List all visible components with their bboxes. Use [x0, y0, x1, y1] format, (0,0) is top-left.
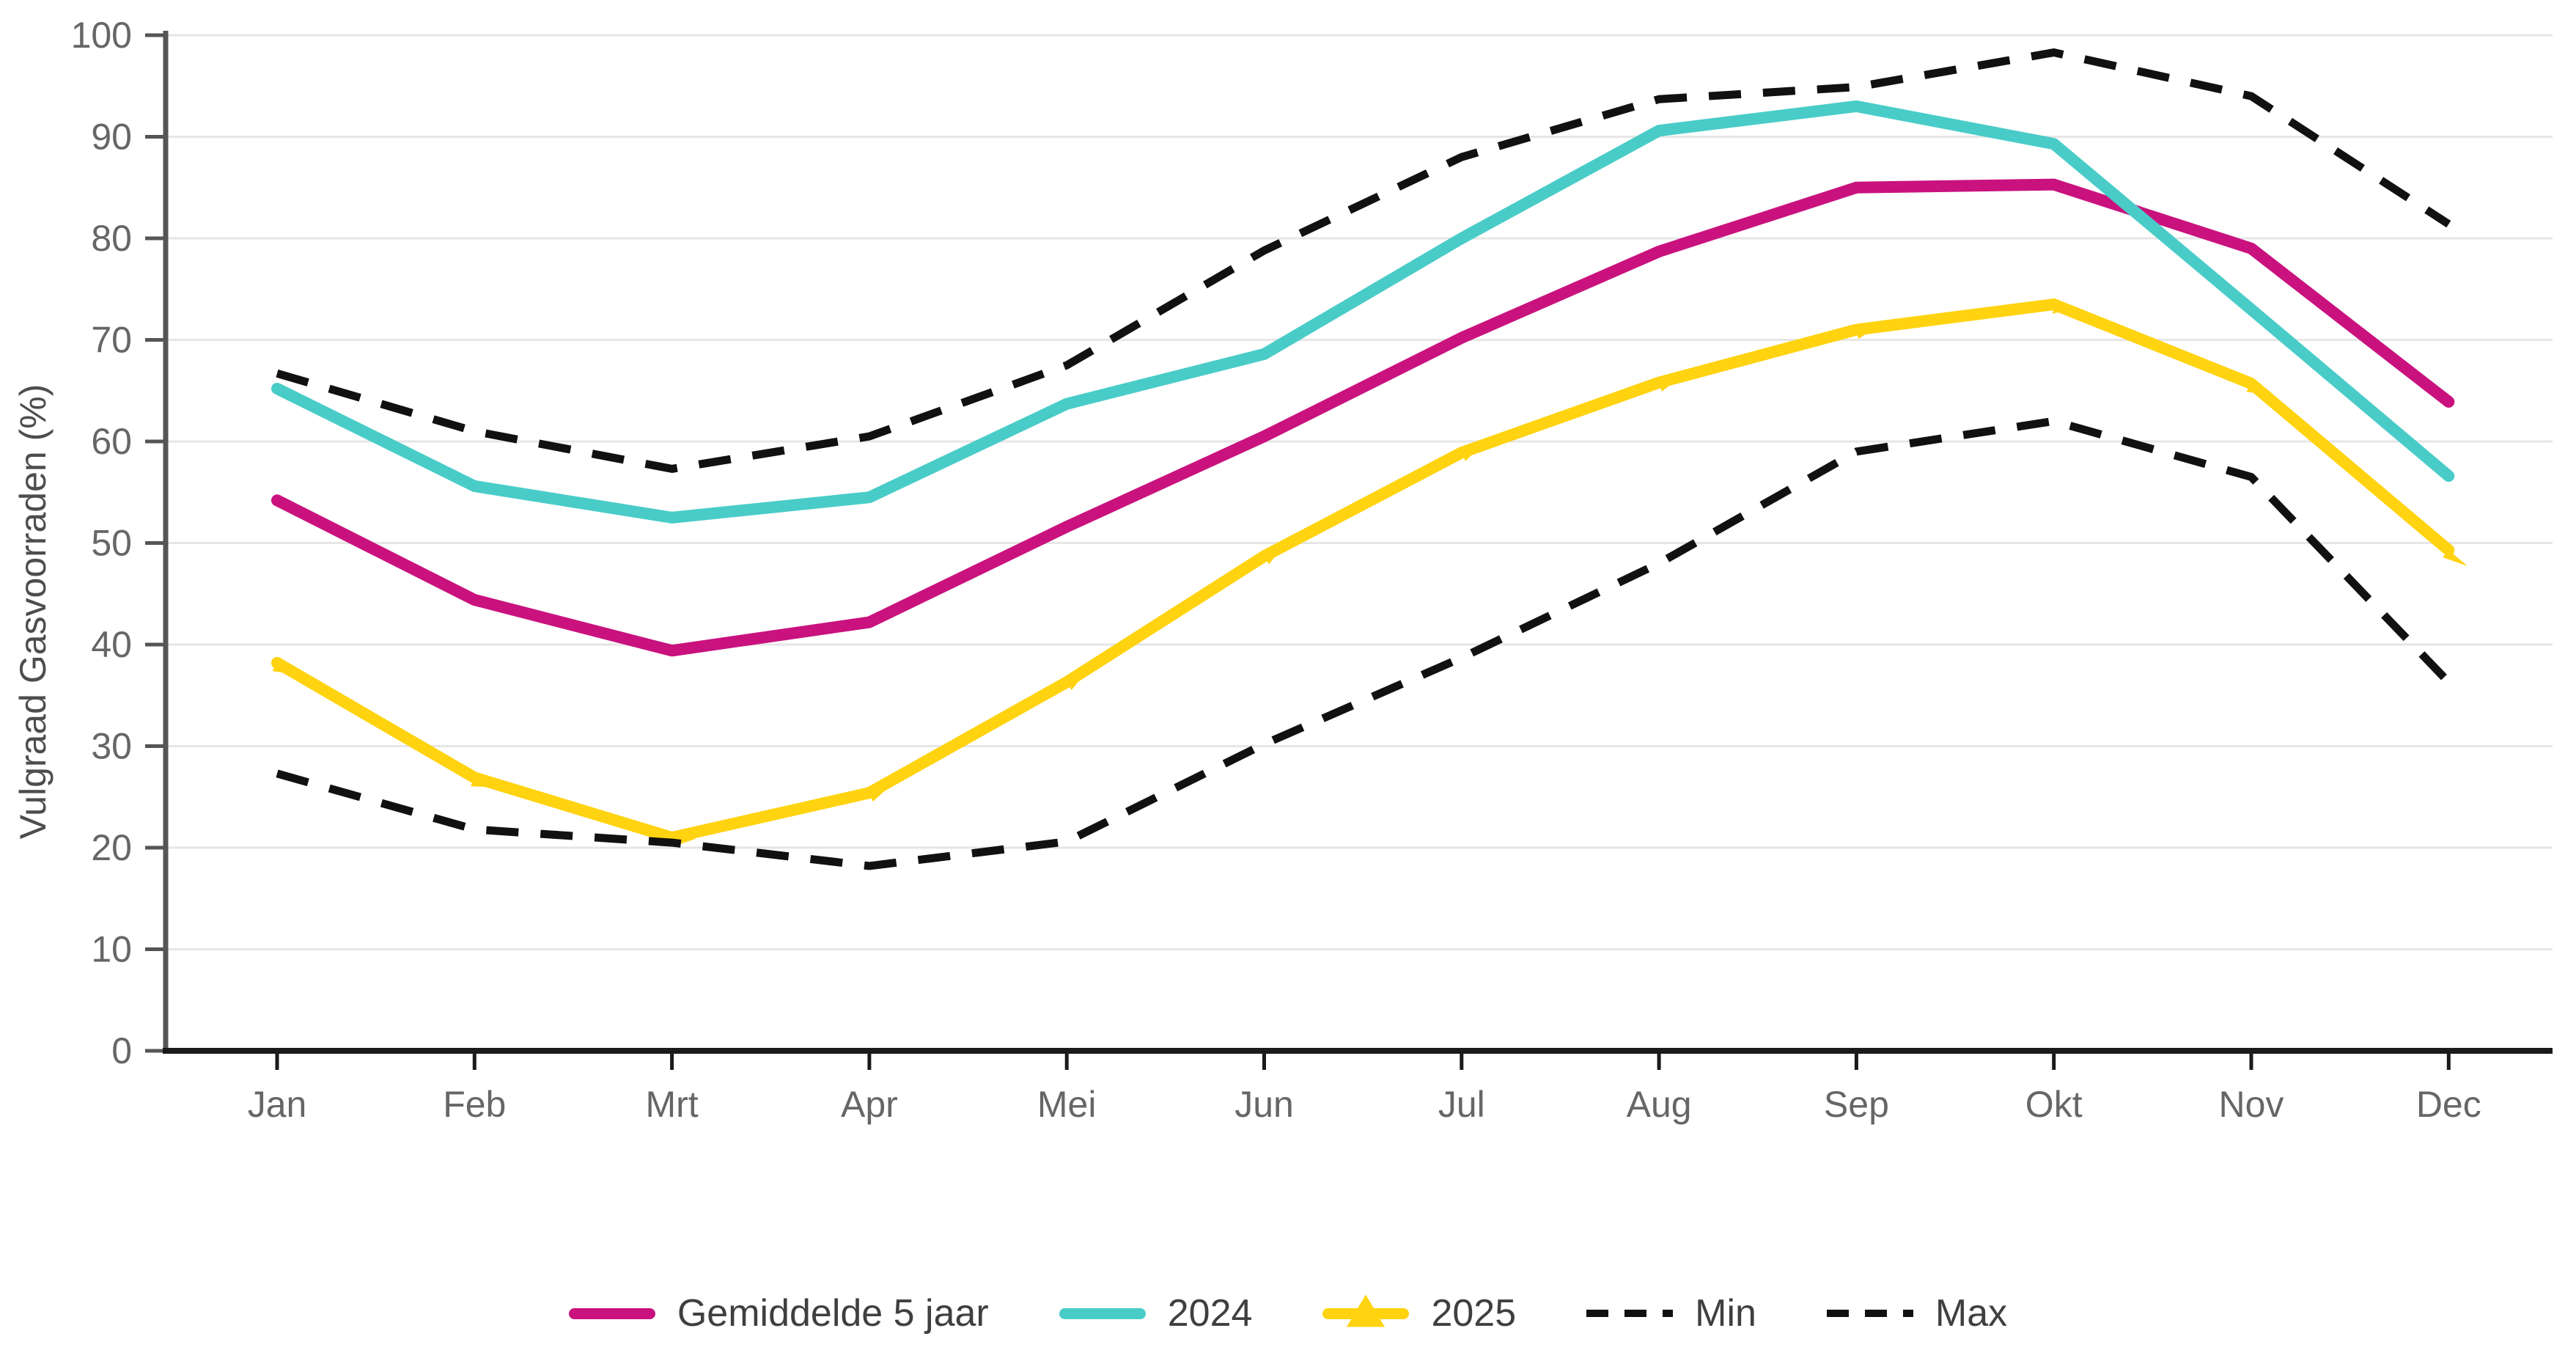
legend-item-gemiddelde-5-jaar[interactable]: Gemiddelde 5 jaar — [568, 1291, 989, 1335]
legend-label: 2025 — [1431, 1292, 1517, 1335]
y-tick-label-20: 20 — [91, 827, 132, 868]
y-tick-label-40: 40 — [91, 624, 132, 665]
series-line-gemiddelde-5-jaar — [271, 178, 2455, 657]
legend-swatch-line — [1059, 1307, 1146, 1319]
y-axis: 0 10 20 30 40 50 60 70 80 90 100 — [71, 15, 169, 1071]
x-tick-label-dec: Dec — [2416, 1084, 2481, 1125]
y-tick-label-10: 10 — [91, 929, 132, 970]
series-line-max — [276, 48, 2451, 473]
x-tick-label-jun: Jun — [1234, 1084, 1294, 1125]
legend-item-2024[interactable]: 2024 — [1059, 1291, 1253, 1335]
x-tick-label-jul: Jul — [1438, 1084, 1485, 1125]
legend-label: Max — [1935, 1292, 2008, 1335]
legend-label: Min — [1695, 1292, 1756, 1335]
legend-item-min[interactable]: Min — [1586, 1291, 1756, 1335]
x-tick-label-sep: Sep — [1824, 1084, 1889, 1125]
y-tick-label-90: 90 — [91, 117, 132, 158]
y-tick-label-50: 50 — [91, 523, 132, 564]
chart-legend: Gemiddelde 5 jaar 2024 2025 Min Max — [0, 1280, 2576, 1346]
legend-swatch-dashed — [1586, 1310, 1674, 1317]
series-line-min — [276, 417, 2452, 870]
legend-item-max[interactable]: Max — [1826, 1291, 2008, 1335]
legend-item-2025[interactable]: 2025 — [1322, 1291, 1516, 1335]
x-tick-label-feb: Feb — [443, 1084, 506, 1125]
y-tick-label-0: 0 — [111, 1030, 132, 1071]
legend-triangle-marker-icon — [1347, 1294, 1385, 1327]
y-tick-label-60: 60 — [91, 421, 132, 462]
x-tick-label-jan: Jan — [248, 1084, 307, 1125]
x-tick-label-aug: Aug — [1627, 1084, 1692, 1125]
legend-label: Gemiddelde 5 jaar — [677, 1292, 989, 1335]
legend-swatch-line — [1322, 1294, 1410, 1327]
x-tick-label-okt: Okt — [2025, 1084, 2083, 1125]
series-line-2025 — [277, 298, 2448, 837]
data-series-group — [271, 48, 2455, 870]
y-tick-label-80: 80 — [91, 218, 132, 259]
x-tick-label-mrt: Mrt — [645, 1084, 698, 1125]
y-axis-title: Vulgraad Gasvoorraden (%) — [12, 384, 54, 840]
legend-swatch-dashed — [1826, 1310, 1913, 1317]
x-tick-label-mei: Mei — [1037, 1084, 1097, 1125]
y-tick-label-70: 70 — [91, 320, 132, 361]
x-tick-label-apr: Apr — [841, 1084, 898, 1125]
y-tick-label-100: 100 — [71, 15, 132, 56]
legend-swatch-line — [568, 1307, 655, 1319]
x-axis: Jan Feb Mrt Apr Mei Jun Jul Aug Sep Okt Nov Dec — [163, 1048, 2553, 1125]
legend-label: 2024 — [1167, 1292, 1253, 1335]
x-tick-label-nov: Nov — [2219, 1084, 2284, 1125]
y-tick-label-30: 30 — [91, 726, 132, 767]
